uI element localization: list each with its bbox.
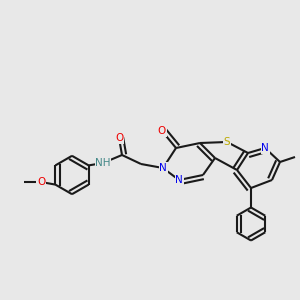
- Text: S: S: [224, 137, 230, 147]
- Text: N: N: [261, 143, 269, 153]
- Text: NH: NH: [95, 158, 111, 168]
- Text: N: N: [159, 163, 167, 173]
- Text: O: O: [158, 126, 166, 136]
- Text: O: O: [37, 177, 45, 187]
- Text: O: O: [115, 133, 123, 143]
- Text: N: N: [175, 175, 183, 185]
